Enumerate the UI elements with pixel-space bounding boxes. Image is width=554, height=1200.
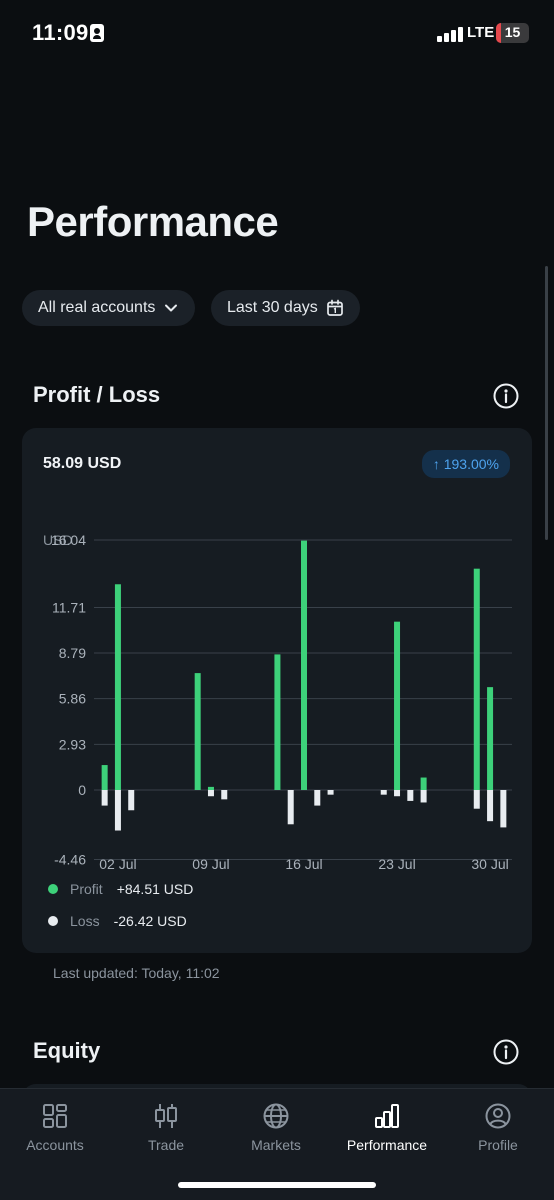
nav-performance[interactable]: Performance — [332, 1089, 442, 1169]
nav-accounts[interactable]: Accounts — [0, 1089, 110, 1169]
nav-accounts-label: Accounts — [26, 1137, 84, 1153]
x-tick-label: 16 Jul — [285, 856, 322, 872]
legend-profit-value: +84.51 USD — [116, 881, 194, 897]
loss-bar[interactable] — [420, 790, 427, 803]
loss-bar[interactable] — [207, 790, 214, 797]
contact-card-icon — [90, 24, 104, 42]
nav-performance-label: Performance — [346, 1137, 428, 1153]
profit-loss-total: 58.09 USD — [43, 455, 122, 472]
profit-bar[interactable] — [101, 765, 108, 790]
y-tick-label: 5.86 — [59, 691, 86, 707]
profit-bar[interactable] — [487, 687, 494, 790]
legend-loss-value: -26.42 USD — [113, 913, 187, 929]
cellular-signal-icon — [437, 26, 463, 42]
page-title: Performance — [27, 198, 279, 245]
x-tick-label: 30 Jul — [471, 856, 508, 872]
profit-bar[interactable] — [473, 568, 480, 790]
status-time: 11:09 — [32, 20, 89, 45]
period-filter-button[interactable]: Last 30 days — [211, 290, 360, 326]
calendar-icon — [326, 299, 343, 316]
loss-dot-icon — [48, 916, 58, 926]
loss-bar[interactable] — [128, 790, 135, 811]
y-axis-unit-label: USD — [43, 532, 73, 548]
nav-profile-label: Profile — [478, 1137, 518, 1153]
battery-icon: 15 — [496, 23, 529, 43]
loss-bar[interactable] — [101, 790, 108, 806]
profit-bar[interactable] — [274, 654, 281, 790]
loss-bar[interactable] — [487, 790, 494, 822]
nav-profile[interactable]: Profile — [443, 1089, 553, 1169]
profit-loss-card: 58.09 USD ↑ 193.00% USD 16.04 11.71 8.79 5.… — [22, 428, 532, 953]
legend-loss: Loss -26.42 USD — [48, 913, 187, 929]
loss-bar[interactable] — [221, 790, 228, 800]
accounts-grid-icon — [43, 1104, 67, 1128]
user-profile-icon — [485, 1103, 511, 1129]
profit-bar[interactable] — [301, 540, 307, 790]
profit-bar[interactable] — [420, 777, 427, 790]
profit-loss-title: Profit / Loss — [33, 382, 161, 407]
x-tick-label: 02 Jul — [99, 856, 136, 872]
profit-loss-info-icon[interactable] — [493, 383, 519, 409]
bar-chart-icon — [375, 1104, 399, 1128]
loss-bar[interactable] — [380, 790, 387, 795]
profit-bar[interactable] — [207, 786, 214, 790]
profit-loss-chart[interactable]: USD 16.04 11.71 8.79 5.86 2.93 0 -4.46 02 Jul 0… — [22, 498, 532, 878]
y-tick-label: -4.46 — [54, 852, 86, 868]
nav-markets-label: Markets — [251, 1137, 301, 1153]
profit-bar[interactable] — [394, 621, 401, 790]
nav-trade[interactable]: Trade — [111, 1089, 221, 1169]
y-tick-label: 8.79 — [59, 645, 86, 661]
battery-level: 15 — [504, 24, 521, 40]
loss-bar[interactable] — [314, 790, 321, 806]
x-tick-label: 23 Jul — [378, 856, 415, 872]
legend-profit: Profit +84.51 USD — [48, 881, 193, 897]
legend-loss-label: Loss — [70, 913, 100, 929]
legend-profit-label: Profit — [70, 881, 103, 897]
profit-bar[interactable] — [194, 673, 201, 790]
last-updated-text: Last updated: Today, 11:02 — [53, 965, 220, 981]
scrollbar[interactable] — [545, 266, 548, 540]
equity-info-icon[interactable] — [493, 1039, 519, 1065]
loss-bar[interactable] — [327, 790, 334, 795]
loss-bar[interactable] — [407, 790, 414, 801]
change-badge: ↑ 193.00% — [421, 450, 510, 478]
network-type: LTE — [467, 24, 495, 41]
bottom-nav: Accounts Trade Markets Performance — [0, 1088, 554, 1200]
loss-bar[interactable] — [394, 790, 401, 797]
profit-dot-icon — [48, 884, 58, 894]
home-indicator — [178, 1182, 376, 1188]
y-tick-label: 2.93 — [59, 736, 86, 752]
loss-bar[interactable] — [114, 790, 121, 831]
x-tick-label: 09 Jul — [192, 856, 229, 872]
loss-bar[interactable] — [473, 790, 480, 809]
candlestick-icon — [155, 1104, 177, 1128]
globe-icon — [263, 1103, 289, 1129]
y-tick-label: 16.04 — [51, 532, 86, 548]
chevron-down-icon — [165, 304, 178, 312]
period-filter-label: Last 30 days — [227, 299, 318, 316]
loss-bar[interactable] — [500, 790, 507, 828]
account-filter-dropdown[interactable]: All real accounts — [22, 290, 196, 326]
nav-markets[interactable]: Markets — [221, 1089, 331, 1169]
status-bar: 11:09 LTE 15 — [0, 0, 554, 66]
y-tick-label: 0 — [78, 782, 86, 798]
loss-bar[interactable] — [287, 790, 294, 825]
profit-bar[interactable] — [114, 584, 121, 790]
account-filter-label: All real accounts — [38, 299, 156, 316]
nav-trade-label: Trade — [147, 1137, 185, 1153]
y-tick-label: 11.71 — [52, 599, 86, 615]
equity-title: Equity — [33, 1038, 101, 1063]
